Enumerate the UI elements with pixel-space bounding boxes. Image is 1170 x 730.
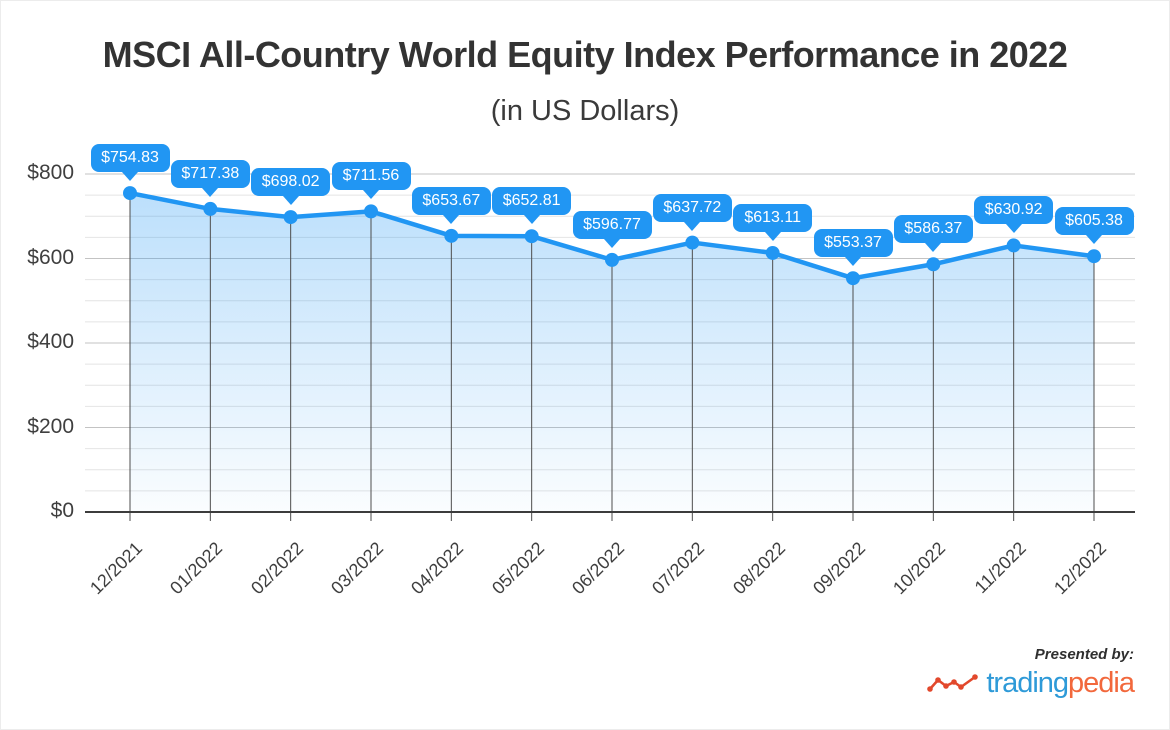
data-point <box>123 186 137 201</box>
data-label-tooltip: $711.56 <box>331 162 411 200</box>
y-axis-tick-label: $600 <box>27 245 74 269</box>
data-label-tooltip: $630.92 <box>974 196 1054 234</box>
data-point <box>846 271 860 286</box>
data-point <box>1006 238 1021 253</box>
data-label-tooltip: $652.81 <box>492 187 572 225</box>
data-point <box>765 245 780 260</box>
data-point <box>444 228 459 243</box>
data-point <box>283 210 298 225</box>
data-label-tooltip: $717.38 <box>170 159 250 197</box>
data-label-tooltip: $553.37 <box>813 229 893 267</box>
data-label-tooltip: $698.02 <box>251 168 331 206</box>
tradingpedia-logo: tradingpedia <box>927 667 1135 700</box>
y-axis-tick-label: $800 <box>27 161 74 184</box>
y-axis-tick-label: $0 <box>50 499 74 522</box>
chart-title: MSCI All-Country World Equity Index Perf… <box>102 34 1068 75</box>
data-label-tooltip: $586.37 <box>893 215 973 253</box>
presented-by-label: Presented by: <box>1034 646 1134 663</box>
y-axis-tick-label: $200 <box>27 414 74 438</box>
data-point <box>685 235 700 250</box>
logo-text-trading: trading <box>986 667 1069 699</box>
data-point <box>203 201 218 216</box>
data-point <box>524 229 539 244</box>
chart-subtitle: (in US Dollars) <box>490 95 680 127</box>
logo-sparkline-icon <box>927 673 979 692</box>
data-point <box>364 204 378 219</box>
data-label-tooltip: $596.77 <box>572 210 652 248</box>
data-label-tooltip: $653.67 <box>411 186 491 224</box>
y-axis-tick-label: $400 <box>27 330 74 353</box>
data-label-tooltip: $637.72 <box>652 193 732 231</box>
data-label-tooltip: $605.38 <box>1054 207 1134 245</box>
data-point <box>1087 249 1101 264</box>
data-point <box>926 257 941 272</box>
data-label-tooltip: $613.11 <box>733 203 813 241</box>
logo-text-pedia: pedia <box>1068 667 1135 699</box>
data-point <box>605 252 619 267</box>
data-label-tooltip: $754.83 <box>90 144 170 182</box>
logo-wordmark: tradingpedia <box>986 667 1135 700</box>
